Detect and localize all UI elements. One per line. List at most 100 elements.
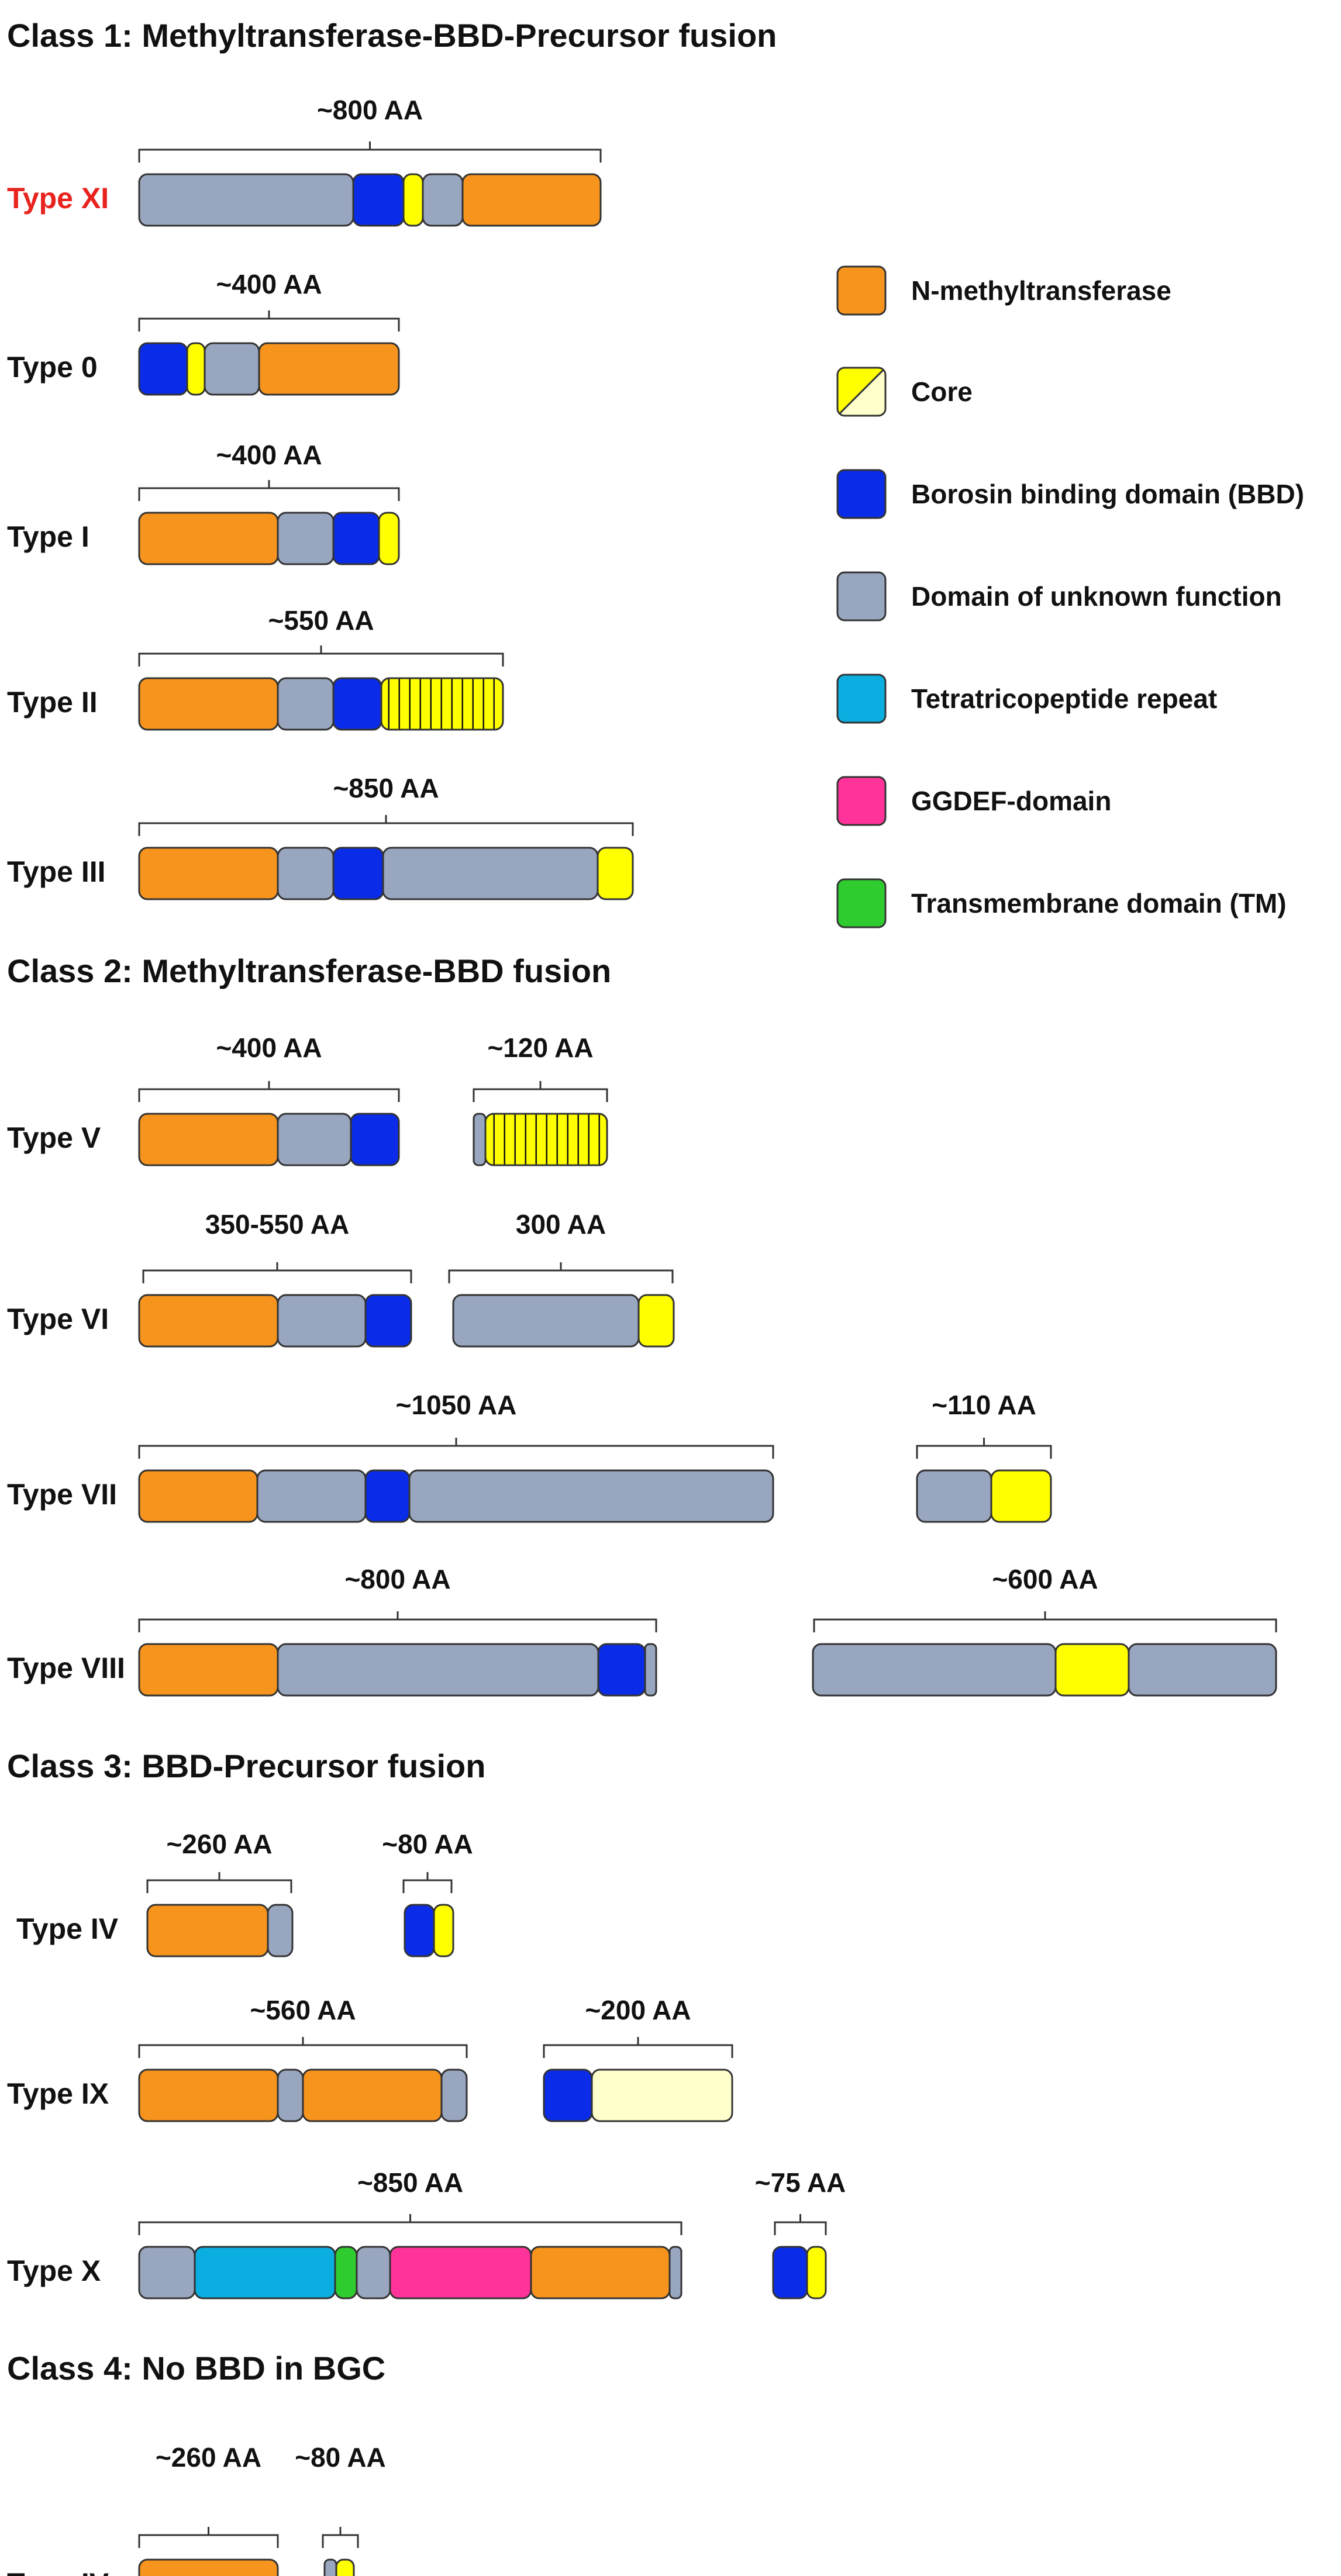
protein: ~75 AA xyxy=(755,2167,846,2299)
n-methyltransferase-domain xyxy=(138,847,279,900)
protein: ~1050 AA xyxy=(138,1390,774,1523)
legend-label: Core xyxy=(911,377,973,407)
type-label: Type VIII xyxy=(7,1652,125,1684)
length-label: ~600 AA xyxy=(992,1564,1098,1594)
legend-label: GGDEF-domain xyxy=(911,786,1111,816)
split-diagonal xyxy=(839,369,884,415)
type-label: Type IV xyxy=(7,2567,109,2576)
protein: ~120 AA xyxy=(473,1033,608,1166)
length-bracket xyxy=(138,652,504,667)
type-label: Type IX xyxy=(7,2077,109,2110)
bbd-domain xyxy=(332,847,384,900)
type-label: Type 0 xyxy=(7,351,98,384)
duf-domain xyxy=(138,2246,196,2299)
duf-domain xyxy=(323,2558,337,2576)
type-label: Type I xyxy=(7,520,89,553)
protein: ~560 AA xyxy=(138,1995,468,2122)
class-heading: Class 4: No BBD in BGC xyxy=(7,2350,385,2387)
n-methyltransferase-domain xyxy=(138,2558,279,2576)
legend-label: Transmembrane domain (TM) xyxy=(911,888,1287,918)
legend-item-bbd: Borosin binding domain (BBD) xyxy=(836,469,1304,519)
legend-label: Borosin binding domain (BBD) xyxy=(911,479,1304,509)
length-label: ~800 AA xyxy=(317,95,423,125)
class-heading: Class 3: BBD-Precursor fusion xyxy=(7,1748,485,1784)
architecture-row: Type X ~850 AA ~75 AA xyxy=(7,2167,846,2299)
type-label: Type III xyxy=(7,855,106,888)
core-domain xyxy=(591,2069,733,2122)
length-bracket xyxy=(138,1445,774,1459)
architecture-row: Type I ~400 AA xyxy=(7,440,400,565)
duf-domain xyxy=(916,1469,992,1523)
bbd-domain xyxy=(364,1294,412,1348)
bbd-domain xyxy=(404,1904,435,1957)
class-heading: Class 1: Methyltransferase-BBD-Precursor… xyxy=(7,17,777,54)
duf-domain xyxy=(204,342,260,396)
legend-label: Domain of unknown function xyxy=(911,581,1282,612)
architecture-row: Type VIII ~800 AA ~600 AA xyxy=(7,1564,1277,1697)
core-domain xyxy=(433,1904,454,1957)
length-bracket xyxy=(448,1269,674,1283)
blue-swatch xyxy=(836,469,887,519)
architecture-row: Type III ~850 AA xyxy=(7,773,634,900)
length-label: ~260 AA xyxy=(156,2442,261,2473)
length-bracket xyxy=(813,1618,1277,1632)
architecture-row: Type VI 350-550 AA 300 AA xyxy=(7,1209,675,1348)
duf-domain xyxy=(473,1113,487,1166)
length-label: ~75 AA xyxy=(755,2167,846,2198)
protein: ~600 AA xyxy=(812,1564,1277,1697)
n-methyltransferase-domain xyxy=(138,1113,279,1166)
protein: ~110 AA xyxy=(916,1390,1052,1523)
n-methyltransferase-domain xyxy=(302,2069,443,2122)
length-bracket xyxy=(138,487,400,501)
type-label: Type X xyxy=(7,2254,101,2287)
protein: 350-550 AA xyxy=(138,1209,412,1348)
protein: ~80 AA xyxy=(382,1829,473,1957)
type-label: Type IV xyxy=(16,1912,119,1945)
length-label: ~200 AA xyxy=(585,1995,691,2025)
duf-domain xyxy=(668,2246,682,2299)
length-bracket xyxy=(138,2044,468,2058)
length-bracket xyxy=(146,1879,292,1893)
length-bracket xyxy=(402,1879,453,1893)
bbd-domain xyxy=(364,1469,411,1523)
length-bracket xyxy=(142,1269,412,1283)
duf-domain xyxy=(382,847,599,900)
legend-item-tpr: Tetratricopeptide repeat xyxy=(836,674,1217,724)
tm-domain xyxy=(334,2246,358,2299)
class-heading: Class 2: Methyltransferase-BBD fusion xyxy=(7,952,611,989)
duf-domain xyxy=(267,1904,294,1957)
ggdef-domain xyxy=(389,2246,532,2299)
duf-domain xyxy=(277,512,335,565)
legend-item-core: Core xyxy=(836,367,973,417)
length-bracket xyxy=(916,1445,1052,1459)
length-bracket xyxy=(774,2221,827,2235)
duf-domain xyxy=(452,1294,640,1348)
bbd-domain xyxy=(332,677,382,731)
core-domain xyxy=(378,512,400,565)
protein: ~400 AA xyxy=(138,1033,400,1166)
bbd-domain xyxy=(597,1643,646,1697)
duf-domain xyxy=(138,173,354,227)
duf-domain xyxy=(644,1643,657,1697)
length-label: ~80 AA xyxy=(382,1829,473,1859)
protein: ~800 AA xyxy=(138,1564,657,1697)
n-methyltransferase-domain xyxy=(530,2246,671,2299)
core-domain xyxy=(990,1469,1052,1523)
duf-domain xyxy=(256,1469,367,1523)
length-bracket xyxy=(473,1088,608,1102)
bbd-domain xyxy=(138,342,188,396)
legend-label: N-methyltransferase xyxy=(911,275,1171,306)
duf-domain xyxy=(1128,1643,1277,1697)
bbd-domain xyxy=(352,173,405,227)
pink-swatch xyxy=(836,776,887,826)
length-label: 300 AA xyxy=(516,1209,606,1239)
grey-swatch xyxy=(836,571,887,621)
protein: ~260 AA xyxy=(138,2442,279,2576)
type-label: Type VII xyxy=(7,1478,117,1511)
n-methyltransferase-domain xyxy=(138,2069,279,2122)
duf-domain xyxy=(277,1643,599,1697)
n-methyltransferase-domain xyxy=(138,1294,279,1348)
protein: ~850 AA xyxy=(138,2167,682,2299)
length-label: ~400 AA xyxy=(216,440,322,470)
